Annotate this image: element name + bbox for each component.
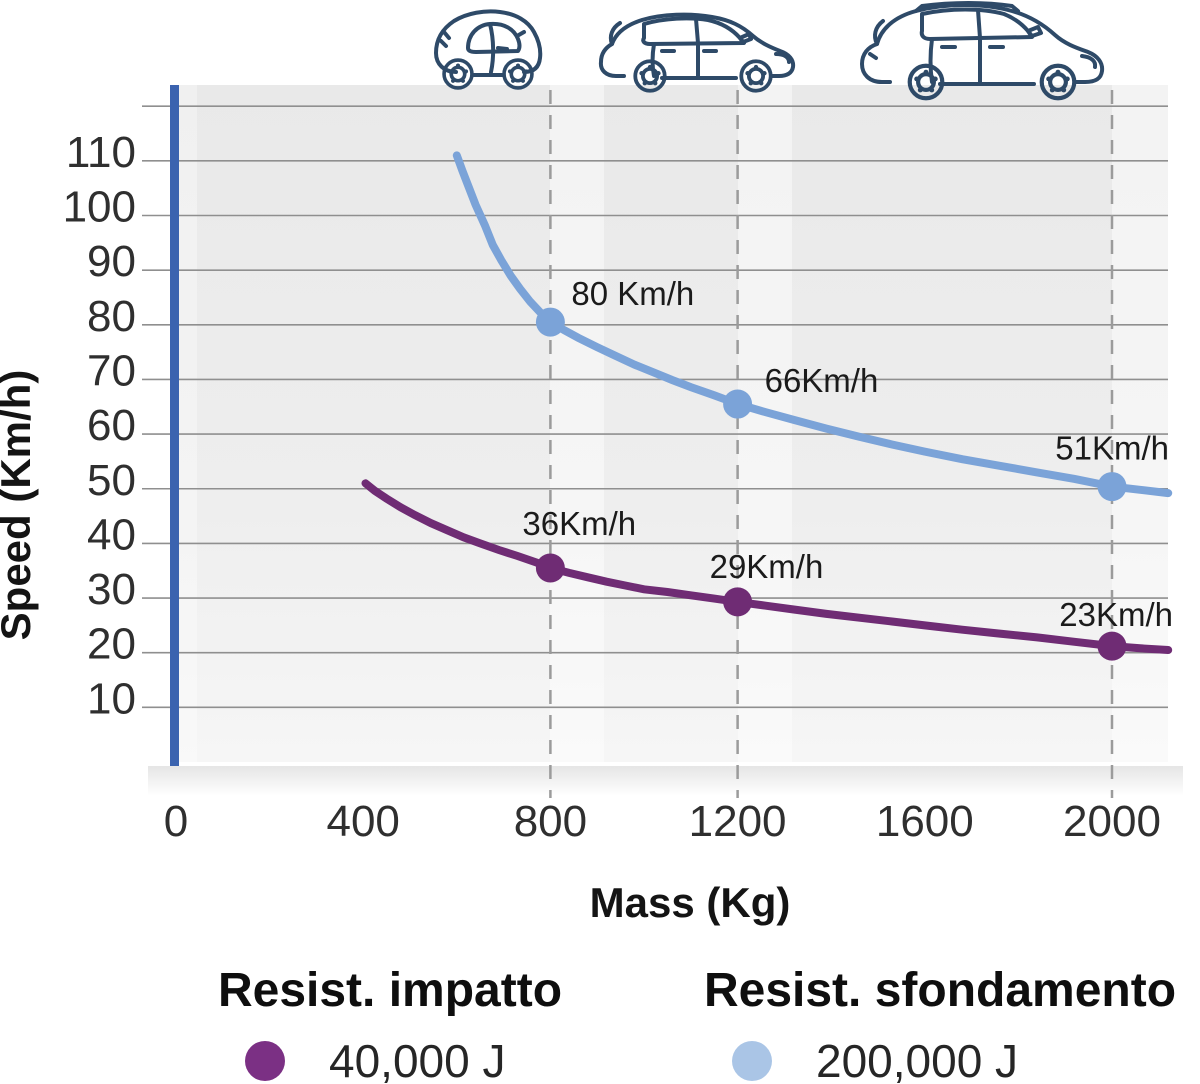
suv-car-icon xyxy=(860,1,1105,98)
y-tick-label: 10 xyxy=(87,674,136,723)
plot-shadow xyxy=(148,766,1183,796)
x-axis-title: Mass (Kg) xyxy=(590,879,791,926)
mass-dashed-lines xyxy=(549,90,1114,798)
curves xyxy=(361,151,1173,654)
point-labels: 36Km/h 29Km/h 23Km/h 80 Km/h 66Km/h 51Km/h xyxy=(522,275,1173,633)
y-tick-label: 100 xyxy=(63,183,136,232)
legend-impatto: Resist. impatto 40,000 J xyxy=(215,963,565,1084)
impatto-point-label: 36Km/h xyxy=(522,505,636,542)
gridlines xyxy=(142,105,1168,709)
impatto-data-point xyxy=(535,553,565,583)
hatchback-car-icon xyxy=(598,12,796,93)
city-car-icon xyxy=(434,9,543,90)
y-tick-label: 50 xyxy=(87,456,136,505)
y-tick-label: 40 xyxy=(87,510,136,559)
impatto-dot-icon xyxy=(245,1041,285,1081)
x-tick-label: 800 xyxy=(514,797,587,846)
y-tick-label: 60 xyxy=(87,401,136,450)
legend-impatto-row: 40,000 J xyxy=(215,1034,565,1084)
legend-sfondamento: Resist. sfondamento 200,000 J xyxy=(700,963,1180,1084)
plot-area xyxy=(173,85,1168,762)
x-tick-label: 400 xyxy=(326,797,399,846)
y-tick-label: 70 xyxy=(87,346,136,395)
legend-sfondamento-title: Resist. sfondamento xyxy=(703,964,1177,1017)
data-points xyxy=(535,307,1127,661)
sfondamento-point-label: 51Km/h xyxy=(1055,430,1169,467)
sfondamento-dot-icon xyxy=(732,1041,772,1081)
impatto-data-point xyxy=(723,587,753,617)
sfondamento-data-point xyxy=(723,389,753,419)
y-axis-title: Speed (Km/h) xyxy=(0,370,39,641)
impatto-point-label: 23Km/h xyxy=(1059,596,1173,633)
legend-impatto-value: 40,000 J xyxy=(329,1035,506,1084)
sfondamento-curve xyxy=(452,151,1173,498)
legend-sfondamento-value: 200,000 J xyxy=(816,1035,1019,1084)
y-tick-label: 80 xyxy=(87,292,136,341)
legend-impatto-title: Resist. impatto xyxy=(217,964,563,1017)
x-tick-label: 1200 xyxy=(689,797,787,846)
impatto-data-point xyxy=(1097,631,1127,661)
x-tick-label: 0 xyxy=(164,797,188,846)
axes xyxy=(170,85,1168,766)
impatto-point-label: 29Km/h xyxy=(710,548,824,585)
y-tick-label: 30 xyxy=(87,565,136,614)
impatto-curve xyxy=(361,479,1173,654)
y-tick-label: 90 xyxy=(87,237,136,286)
legend-sfondamento-row: 200,000 J xyxy=(700,1034,1180,1084)
sfondamento-point-label: 80 Km/h xyxy=(571,275,694,312)
x-tick-label: 1600 xyxy=(876,797,974,846)
y-tick-label: 20 xyxy=(87,620,136,669)
x-tick-label: 2000 xyxy=(1063,797,1161,846)
sfondamento-data-point xyxy=(1097,472,1127,502)
sfondamento-data-point xyxy=(535,307,565,337)
sfondamento-point-label: 66Km/h xyxy=(765,362,879,399)
y-tick-label: 110 xyxy=(66,128,136,177)
